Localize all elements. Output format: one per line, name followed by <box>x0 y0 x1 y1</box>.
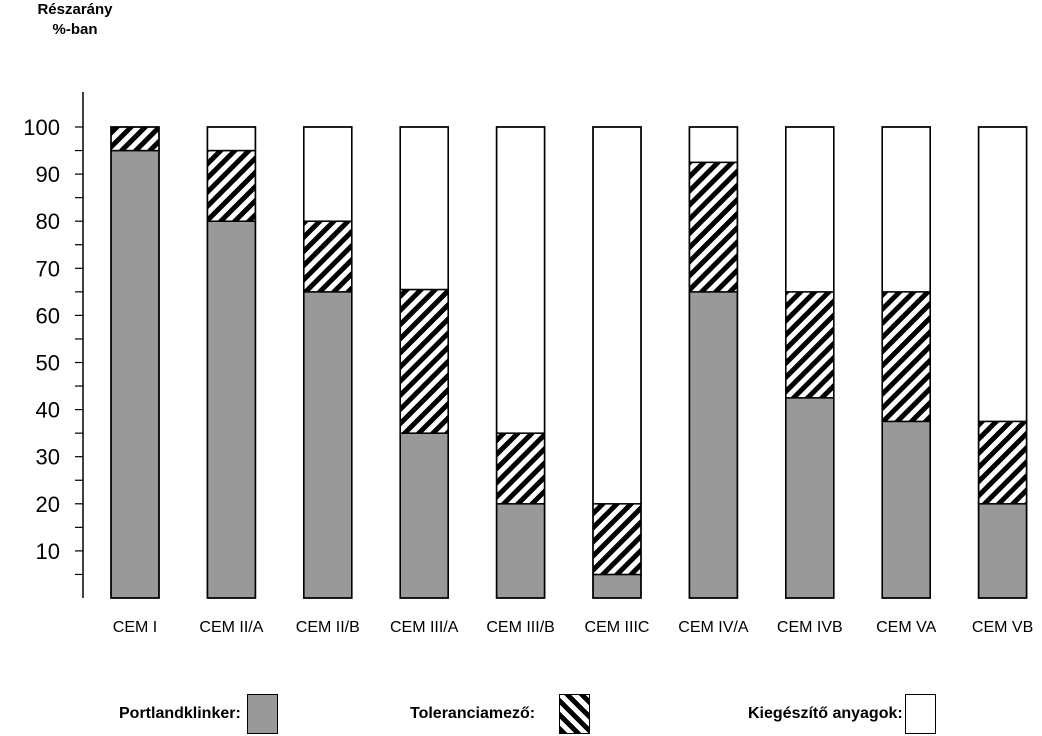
bar-10-supplementary <box>977 126 1028 423</box>
x-tick-label-3: CEM II/B <box>296 619 360 636</box>
bar-3-tolerance <box>303 220 353 293</box>
bar-outline-3 <box>303 126 353 599</box>
y-tick-label-90: 90 <box>36 162 60 187</box>
bar-outline-4 <box>399 126 449 599</box>
bar-3-portland <box>303 291 353 599</box>
y-tick-label-40: 40 <box>36 398 60 423</box>
y-axis-title-line-1: Részarány <box>37 1 113 18</box>
bar-3-supplementary <box>303 126 353 222</box>
bar-1-tolerance <box>110 126 160 152</box>
y-tick-label-30: 30 <box>36 445 60 470</box>
y-tick-label-80: 80 <box>36 209 60 234</box>
bar-9-tolerance <box>881 291 931 423</box>
x-tick-label-8: CEM IVB <box>777 619 843 636</box>
y-tick-label-70: 70 <box>36 256 60 281</box>
bar-4-supplementary <box>399 126 449 291</box>
bar-4-portland <box>399 432 449 599</box>
legend-label-kiegeszito-anyagok: Kiegészítő anyagok: <box>748 705 903 722</box>
x-tick-label-7: CEM IV/A <box>678 619 749 636</box>
legend-swatch-kiegeszito-anyagok <box>904 694 936 734</box>
bar-4-tolerance <box>399 288 449 434</box>
bar-outline-9 <box>881 126 931 599</box>
y-axis-title-line-2: %-ban <box>52 21 98 38</box>
legend-item-toleranciamezo: Toleranciamező: <box>410 692 591 736</box>
bar-8-portland <box>785 397 835 599</box>
bar-8-supplementary <box>785 126 835 293</box>
y-axis-title: Részarány %-ban <box>0 0 150 40</box>
y-tick-label-60: 60 <box>36 303 60 328</box>
bar-outline-1 <box>110 126 160 599</box>
bar-8-tolerance <box>785 291 835 399</box>
legend-item-portlandklinker: Portlandklinker: <box>119 692 278 736</box>
x-tick-label-6: CEM IIIC <box>585 619 650 636</box>
bar-9-portland <box>881 420 931 599</box>
bar-6-supplementary <box>592 126 642 505</box>
bar-5-portland <box>495 503 546 599</box>
y-tick-label-20: 20 <box>36 492 60 517</box>
bar-outline-7 <box>688 126 739 599</box>
bar-outline-8 <box>785 126 835 599</box>
bar-7-tolerance <box>688 161 739 293</box>
bar-outline-10 <box>977 126 1028 599</box>
bar-outline-2 <box>206 126 257 599</box>
y-tick-label-100: 100 <box>23 115 60 140</box>
x-tick-label-10: CEM VB <box>972 619 1033 636</box>
legend-label-portlandklinker: Portlandklinker: <box>119 705 241 722</box>
bar-10-portland <box>977 503 1028 599</box>
bar-2-tolerance <box>206 149 257 222</box>
bar-9-supplementary <box>881 126 931 293</box>
bar-6-tolerance <box>592 503 642 576</box>
bar-2-supplementary <box>206 126 257 152</box>
legend-swatch-portlandklinker <box>246 694 278 734</box>
x-tick-label-4: CEM III/A <box>390 619 459 636</box>
y-tick-label-50: 50 <box>36 351 60 376</box>
y-tick-label-10: 10 <box>36 539 60 564</box>
bar-7-supplementary <box>688 126 739 164</box>
bar-outline-5 <box>495 126 546 599</box>
x-tick-label-5: CEM III/B <box>486 619 554 636</box>
legend-label-toleranciamezo: Toleranciamező: <box>410 705 536 722</box>
x-tick-label-1: CEM I <box>113 619 157 636</box>
bar-1-portland <box>110 149 160 599</box>
axes: 10 20 30 40 50 60 70 80 90 100 <box>23 92 84 598</box>
bar-2-portland <box>206 220 257 599</box>
bar-7-portland <box>688 291 739 599</box>
bar-5-tolerance <box>495 432 546 505</box>
bar-6-portland <box>592 573 642 599</box>
bars: CEM I CEM II/A CEM II/B CEM III/A CEM III/B C… <box>110 126 1033 636</box>
bar-5-supplementary <box>495 126 546 434</box>
bar-10-tolerance <box>977 420 1028 505</box>
bar-outline-6 <box>592 126 642 599</box>
x-tick-label-9: CEM VA <box>876 619 936 636</box>
legend-swatch-toleranciamezo <box>559 694 591 734</box>
x-tick-label-2: CEM II/A <box>199 619 263 636</box>
legend-item-kiegeszito-anyagok: Kiegészítő anyagok: <box>748 692 936 736</box>
